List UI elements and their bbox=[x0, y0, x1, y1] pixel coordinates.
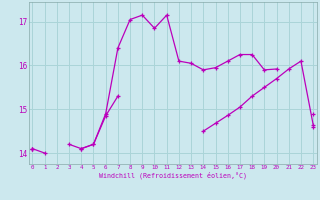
X-axis label: Windchill (Refroidissement éolien,°C): Windchill (Refroidissement éolien,°C) bbox=[99, 172, 247, 179]
